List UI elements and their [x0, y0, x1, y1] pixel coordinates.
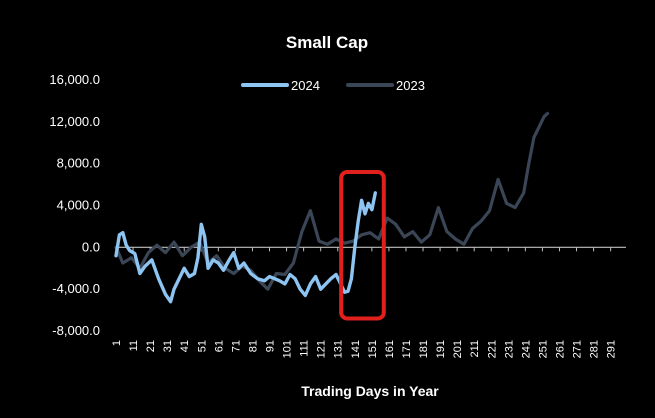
x-tick-label: 81	[247, 340, 259, 352]
x-tick-label: 21	[145, 340, 157, 352]
y-tick-label: 16,000.0	[49, 72, 100, 87]
y-tick-label: 12,000.0	[49, 114, 100, 129]
y-tick-label: 8,000.0	[57, 156, 100, 171]
y-axis-ticks: 16,000.0 12,000.0 8,000.0 4,000.0 0.0 -4,000.…	[49, 72, 100, 338]
x-tick-label: 41	[179, 340, 191, 352]
x-tick-label: 11	[128, 340, 140, 351]
x-tick-label: 1	[111, 340, 123, 346]
y-tick-label: -8,000.0	[52, 323, 100, 338]
x-tick-label: 181	[418, 340, 430, 358]
x-tick-label: 231	[503, 340, 515, 358]
x-tick-label: 271	[572, 340, 584, 358]
highlight-box	[339, 170, 386, 321]
x-tick-label: 31	[162, 340, 174, 352]
x-tick-label: 61	[213, 340, 225, 352]
x-tick-label: 201	[452, 340, 464, 358]
series-line-2023	[114, 111, 550, 291]
x-axis-label: Trading Days in Year	[301, 383, 439, 399]
x-tick-label: 281	[589, 340, 601, 358]
x-tick-label: 111	[299, 340, 311, 357]
x-tick-label: 251	[537, 340, 549, 358]
x-tick-label: 71	[230, 340, 242, 352]
x-tick-label: 211	[469, 340, 481, 358]
legend: 2024 2023	[241, 78, 425, 93]
x-tick-label: 141	[350, 340, 362, 358]
x-tick-label: 101	[282, 340, 294, 358]
x-tick-label: 291	[606, 340, 618, 358]
x-tick-label: 171	[401, 340, 413, 358]
x-tick-label: 221	[486, 340, 498, 358]
series-line-2024	[114, 191, 377, 304]
x-tick-label: 261	[554, 340, 566, 358]
x-tick-label: 241	[520, 340, 532, 358]
x-axis-ticks: 1 11 21 31 41 51 61 71 81 91 101 111 121 131 141 151 161…	[111, 247, 618, 358]
x-tick-label: 191	[435, 340, 447, 358]
y-tick-label: 0.0	[82, 239, 100, 254]
x-tick-label: 161	[384, 340, 396, 358]
x-tick-label: 151	[367, 340, 379, 358]
legend-label-2024: 2024	[291, 78, 320, 93]
y-tick-label: -4,000.0	[52, 281, 100, 296]
x-tick-label: 121	[316, 340, 328, 358]
chart-title: Small Cap	[286, 33, 368, 52]
x-tick-label: 131	[333, 340, 345, 358]
legend-label-2023: 2023	[396, 78, 425, 93]
series-layer	[114, 111, 550, 304]
y-tick-label: 4,000.0	[57, 198, 100, 213]
x-tick-label: 91	[265, 340, 277, 352]
x-tick-label: 51	[196, 340, 208, 352]
